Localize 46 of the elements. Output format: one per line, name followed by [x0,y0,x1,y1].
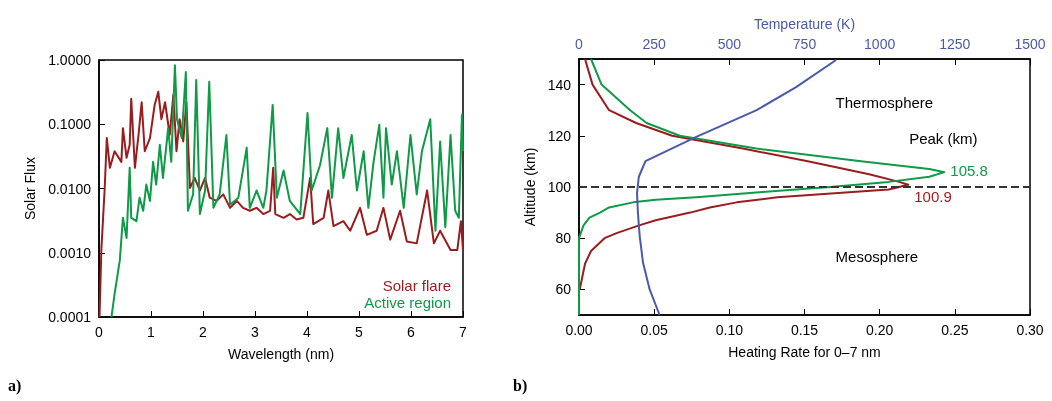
x-tick-label: 0.10 [715,322,744,338]
x-tick-label: 0 [95,324,104,340]
x-tick-label: 5 [355,324,364,340]
x2-tick-label: 1000 [864,36,896,52]
annotation: Peak (km) [909,129,978,147]
x2-tick-label: 250 [642,36,667,52]
x-tick-label: 0.05 [640,322,668,338]
annotation: Mesosphere [835,248,919,266]
x2-tick-label: 750 [792,36,817,52]
x-tick-label: 0.20 [866,322,894,338]
x2-tick-label: 1250 [939,36,971,52]
x-tick-label: 2 [199,324,208,340]
y-tick-label: 120 [547,127,572,144]
text: a) [8,376,22,395]
x-tick-label: 0.00 [565,322,593,338]
x2-tick-label: 1500 [1014,36,1046,52]
x-axis-title: Heating Rate for 0–7 nm [728,344,881,360]
x-axis-title: Wavelength (nm) [227,346,335,362]
x-tick-label: 0.15 [790,322,819,338]
text: Active region [364,294,451,311]
y-tick-label: 0.0001 [48,309,92,325]
x-tick-label: 0.25 [941,322,969,338]
y-axis-title: Altitude (km) [521,147,538,227]
x-tick-label: 4 [303,324,312,340]
x2-axis-title: Temperature (K) [753,16,856,32]
y-tick-label: 0.1000 [48,116,92,133]
y-tick-label: 100 [547,179,572,195]
y-tick-label: 140 [547,76,572,93]
x-tick-label: 7 [459,324,468,340]
x-tick-label: 0.30 [1016,322,1044,338]
y-axis-title: Solar Flux [22,156,39,221]
y-tick-label: 80 [555,230,572,247]
text: b) [513,376,528,395]
x-tick-label: 3 [251,324,260,340]
y-tick-label: 0.0010 [48,244,92,261]
x-tick-label: 1 [147,324,156,340]
x2-tick-label: 500 [717,36,742,52]
annotation: Thermosphere [835,93,934,111]
x2-tick-label: 0 [575,36,584,52]
annotation: 100.9 [914,188,952,206]
x-tick-label: 6 [407,324,416,340]
series-label: Solar flare [382,277,451,294]
y-tick-label: 60 [555,281,572,298]
y-tick-label: 1.0000 [48,52,92,68]
y-tick-label: 0.0100 [48,180,92,197]
annotation: 105.8 [950,161,988,179]
